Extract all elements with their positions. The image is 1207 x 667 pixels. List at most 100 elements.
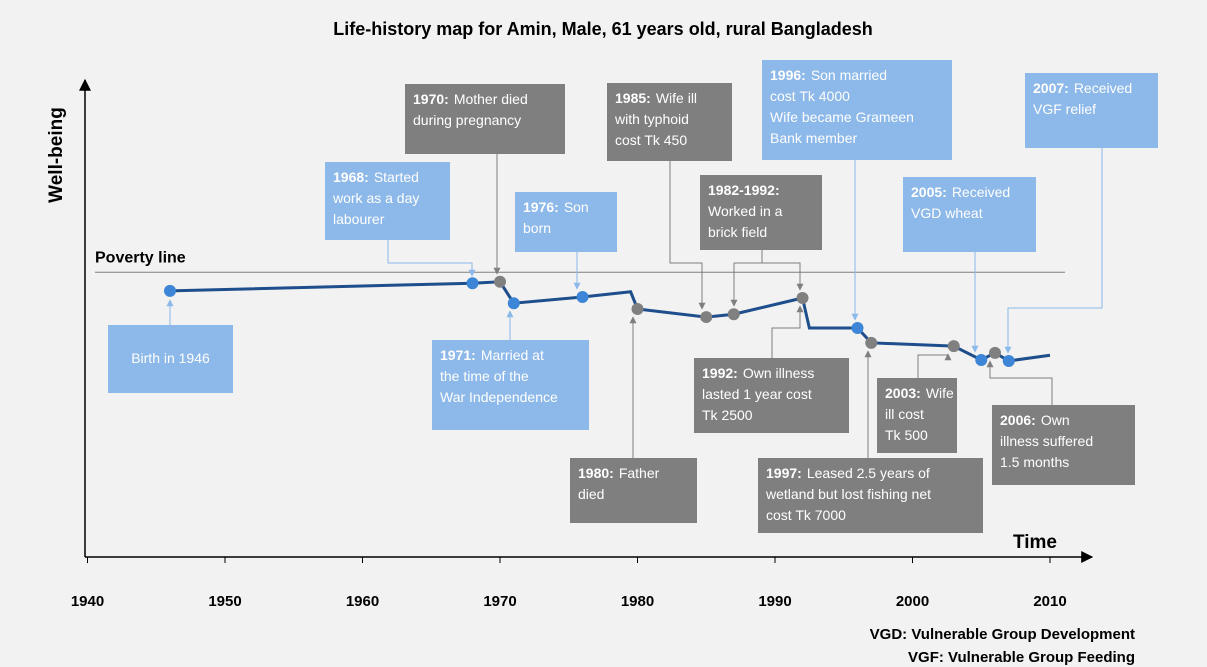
connector	[730, 250, 763, 307]
x-tick-label: 1990	[758, 593, 791, 610]
event-date: 1971:	[440, 347, 476, 363]
event-line: Started	[374, 169, 419, 185]
event-date: 2003:	[885, 385, 921, 401]
point-marker	[576, 291, 589, 304]
connector	[762, 262, 804, 291]
event-line: Received	[1074, 80, 1132, 96]
point-marker	[507, 297, 520, 310]
event-line: died	[578, 486, 604, 502]
event-line: cost Tk 7000	[766, 507, 846, 523]
event-line: Worked in a	[708, 203, 783, 219]
event-text: 1968: Started work as a day labourer	[332, 169, 419, 227]
event-line: Wife	[926, 385, 954, 401]
event-date: 1980:	[578, 465, 614, 481]
event-text: 2003: Wife ill cost Tk 500	[885, 385, 954, 443]
event-line: brick field	[708, 224, 767, 240]
connector	[1004, 148, 1103, 354]
event-date: 1997:	[766, 465, 802, 481]
point-marker	[975, 353, 988, 366]
event-line: Father	[619, 465, 660, 481]
event-text: 1992: Own illness lasted 1 year cost Tk 250…	[702, 365, 814, 423]
event-line: born	[523, 220, 551, 236]
event-date: 2006:	[1000, 412, 1036, 428]
event-box	[607, 83, 732, 161]
event-line: Own illness	[743, 365, 815, 381]
event-date: 1996:	[770, 67, 806, 83]
event-line: wetland but lost fishing net	[765, 486, 931, 502]
event-date: 1992:	[702, 365, 738, 381]
point-marker	[851, 322, 864, 335]
event-line: work as a day	[332, 190, 419, 206]
x-tick-label: 2000	[896, 593, 929, 610]
event-date: 1970:	[413, 91, 449, 107]
x-tick-label: 1960	[346, 593, 379, 610]
event-line: Mother died	[454, 91, 528, 107]
connector	[771, 305, 804, 358]
event-line: cost Tk 450	[615, 132, 687, 148]
footnote: VGF: Vulnerable Group Feeding	[908, 649, 1135, 666]
event-box	[758, 458, 983, 533]
event-text: Birth in 1946	[131, 350, 210, 366]
event-box	[694, 358, 849, 433]
footnote: VGD: Vulnerable Group Development	[870, 626, 1135, 643]
event-date: 1985:	[615, 90, 651, 106]
event-line: Son	[564, 199, 589, 215]
event-text: 1976: Son born	[523, 199, 589, 236]
connector	[986, 360, 1053, 405]
event-line: Leased 2.5 years of	[807, 465, 930, 481]
event-line: Bank member	[770, 130, 857, 146]
event-line: Married at	[481, 347, 544, 363]
line-series	[169, 280, 1051, 363]
event-text: 2005: Received VGD wheat	[911, 184, 1010, 221]
x-axis-label: Time	[1013, 532, 1057, 553]
x-tick-label: 2010	[1033, 593, 1066, 610]
event-line: War Independence	[440, 389, 558, 405]
x-tick-label: 1970	[483, 593, 516, 610]
connector	[387, 240, 476, 277]
event-line: Wife ill	[656, 90, 697, 106]
event-text: 1985: Wife ill with typhoid cost Tk 450	[614, 90, 697, 148]
event-text: 2006: Own illness suffered 1.5 months	[1000, 412, 1093, 470]
event-line: cost Tk 4000	[770, 88, 850, 104]
event-date: 2007:	[1033, 80, 1069, 96]
event-box	[877, 378, 957, 453]
point-marker	[727, 308, 740, 321]
event-line: labourer	[333, 211, 385, 227]
event-line: 1.5 months	[1000, 454, 1069, 470]
event-box	[700, 175, 822, 250]
event-text: 1996: Son married cost Tk 4000 Wife became …	[770, 67, 914, 146]
event-line: Tk 500	[885, 427, 928, 443]
event-line: Birth in 1946	[131, 350, 210, 366]
x-tick-label: 1940	[71, 593, 104, 610]
event-box	[903, 177, 1036, 252]
event-box	[108, 325, 233, 393]
point-marker	[796, 291, 809, 304]
point-marker	[989, 346, 1001, 359]
event-line: with typhoid	[614, 111, 689, 127]
point-marker	[466, 277, 479, 290]
point-marker	[494, 275, 506, 288]
event-text: 1997: Leased 2.5 years of wetland but lost…	[765, 465, 931, 523]
event-line: during pregnancy	[413, 112, 521, 128]
event-box	[992, 405, 1135, 485]
event-box	[762, 60, 952, 160]
event-line: VGF relief	[1033, 101, 1096, 117]
event-text: 1970: Mother died during pregnancy	[413, 91, 528, 128]
poverty-line-label: Poverty line	[95, 249, 186, 266]
x-tick-label: 1980	[621, 593, 654, 610]
event-box	[515, 192, 617, 252]
event-line: Wife became Grameen	[770, 109, 914, 125]
connector	[917, 353, 952, 378]
point-marker	[1002, 354, 1015, 367]
event-box	[405, 84, 565, 154]
y-axis-label: Well-being	[46, 107, 67, 203]
event-line: Son married	[811, 67, 887, 83]
event-date: 1968:	[333, 169, 369, 185]
event-text: 1982-1992: Worked in a brick field	[708, 182, 783, 240]
event-line: Received	[952, 184, 1010, 200]
event-date: 2005:	[911, 184, 947, 200]
chart-title: Life-history map for Amin, Male, 61 year…	[333, 19, 872, 39]
event-date: 1976:	[523, 199, 559, 215]
event-line: the time of the	[440, 368, 529, 384]
